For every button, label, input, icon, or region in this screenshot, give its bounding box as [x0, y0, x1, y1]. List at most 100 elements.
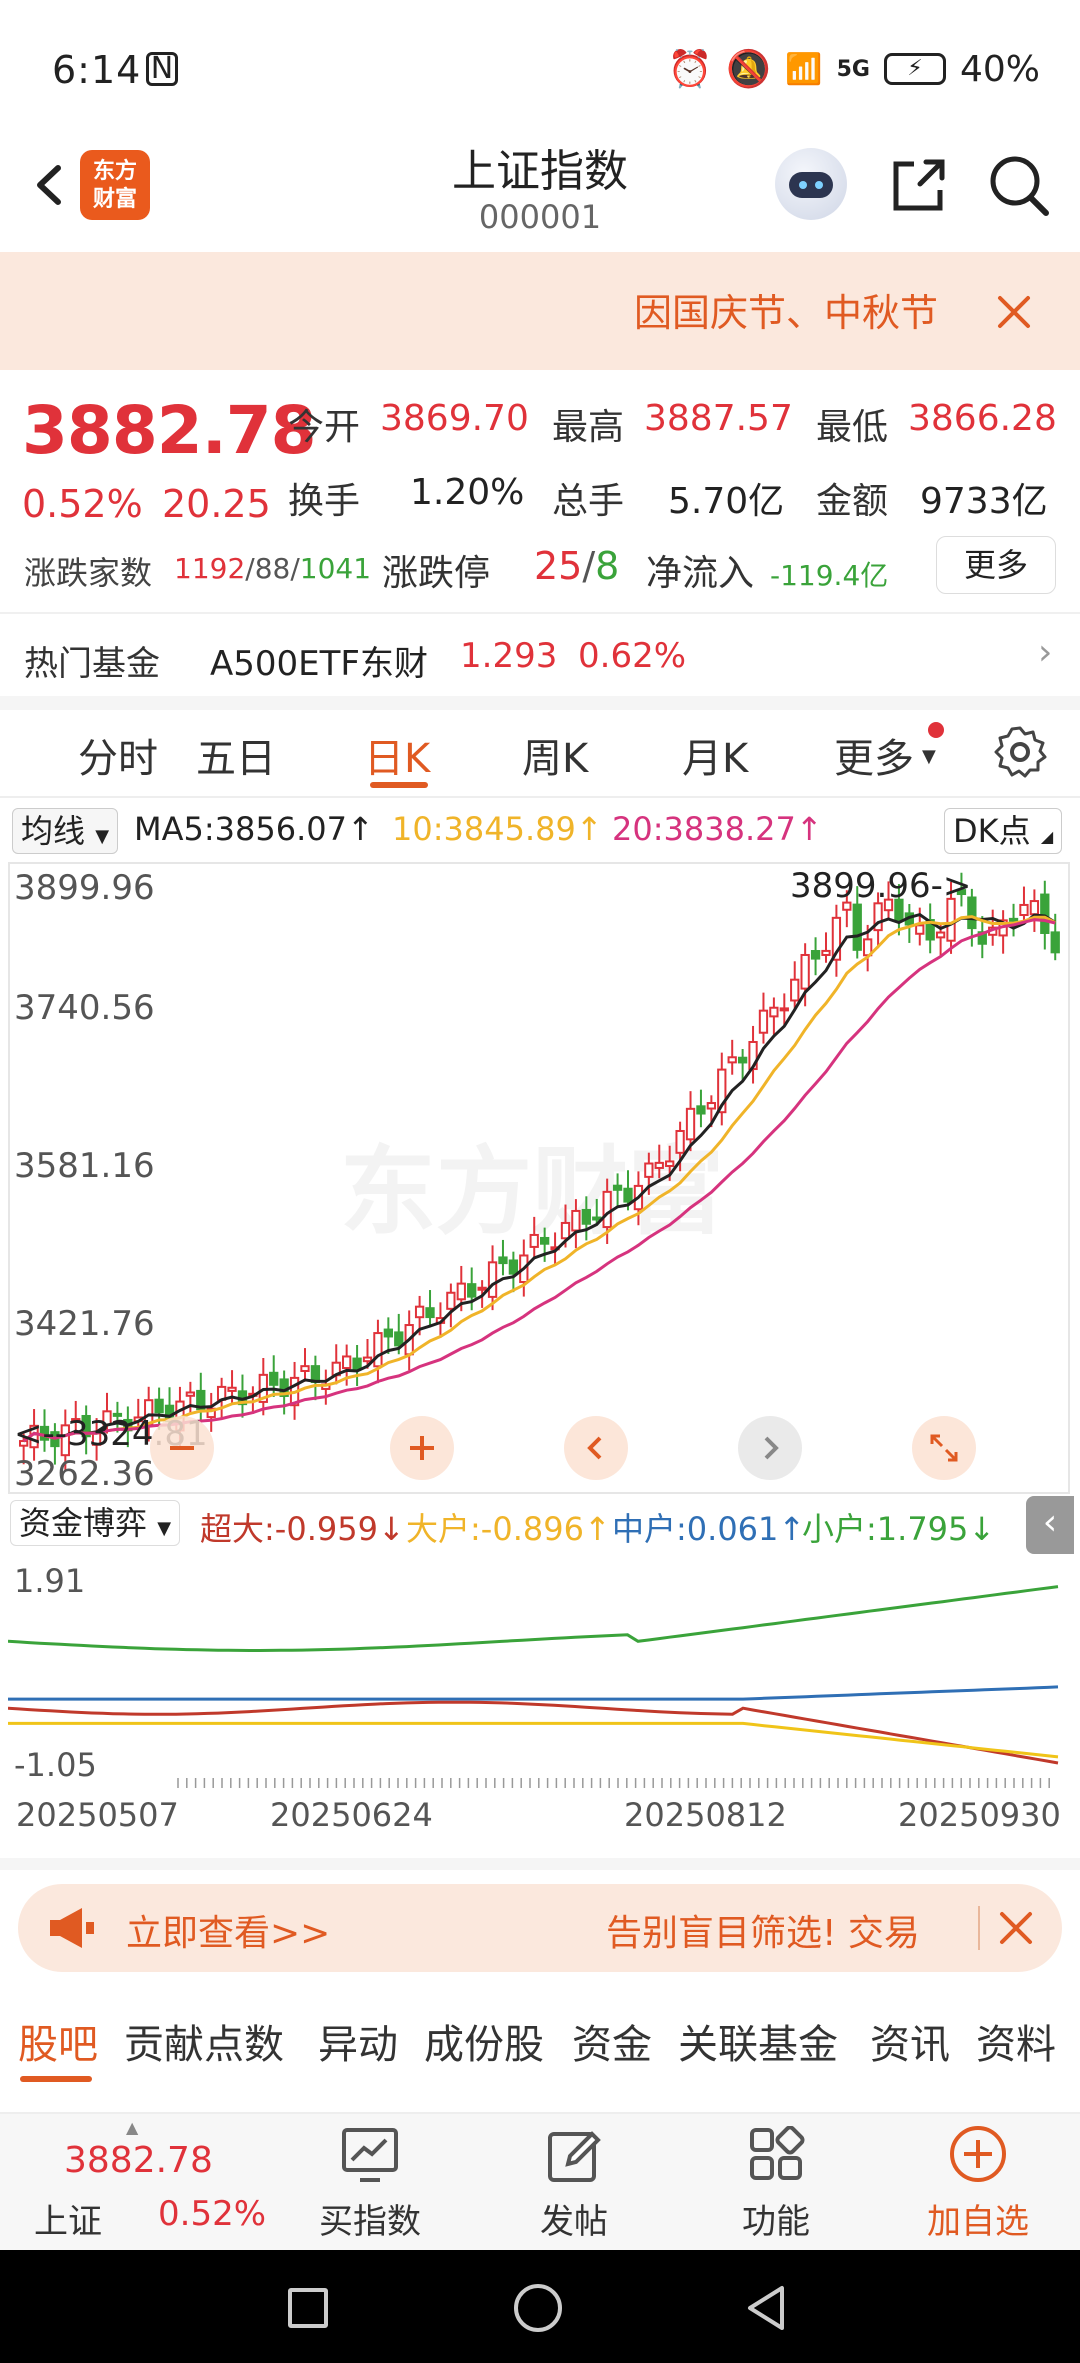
limit-label: 涨跌停 — [382, 553, 491, 594]
candle — [769, 1006, 779, 1018]
candle — [383, 1328, 393, 1338]
tab-guba[interactable]: 股吧 — [18, 2022, 98, 2068]
candle — [644, 1162, 654, 1178]
candle — [227, 1386, 237, 1392]
post-button[interactable]: 发帖 — [504, 2114, 644, 2252]
turnover-label: 换手 — [288, 481, 361, 522]
status-time: 6:14 — [52, 48, 142, 92]
high-value: 3887.57 — [644, 398, 793, 439]
recents-icon[interactable] — [288, 2288, 328, 2328]
limit-values: 25/8 — [534, 544, 620, 588]
y-label-3: 3581.16 — [14, 1146, 155, 1186]
add-watchlist-label: 加自选 — [927, 2202, 1029, 2242]
tab-weekly-k[interactable]: 周K — [522, 736, 589, 782]
more-button[interactable]: 更多 — [936, 536, 1056, 594]
high-marker: 3899.96-> — [790, 866, 972, 906]
ai-assistant-icon[interactable] — [775, 148, 847, 220]
chart-icon — [342, 2128, 398, 2182]
scroll-right-button[interactable] — [738, 1416, 802, 1480]
share-icon[interactable] — [884, 150, 954, 220]
tab-intraday[interactable]: 分时 — [78, 736, 158, 782]
ma-line — [22, 915, 1056, 1443]
amount-value: 9733亿 — [920, 481, 1048, 522]
flow-small-value: 小户:1.795↓ — [802, 1510, 996, 1548]
add-watchlist-button[interactable]: 加自选 — [908, 2114, 1048, 2252]
candle — [581, 1208, 591, 1225]
back-nav-icon[interactable] — [744, 2284, 788, 2336]
tab-daily-k[interactable]: 日K — [364, 736, 431, 782]
search-icon[interactable] — [984, 150, 1054, 220]
section-gap — [0, 696, 1080, 710]
candle — [842, 901, 852, 911]
zoom-out-button[interactable] — [150, 1416, 214, 1480]
close-icon[interactable] — [992, 290, 1036, 334]
flow-line-mid — [8, 1685, 1059, 1701]
promo-banner[interactable]: 立即查看>> 告别盲目筛选! 交易 — [18, 1884, 1062, 1972]
zoom-in-button[interactable] — [390, 1416, 454, 1480]
candle — [894, 898, 904, 922]
candle — [956, 889, 967, 896]
fullscreen-button[interactable] — [912, 1416, 976, 1480]
megaphone-icon — [46, 1906, 98, 1954]
open-value: 3869.70 — [380, 398, 529, 439]
buy-index-button[interactable]: 买指数 — [300, 2114, 440, 2252]
candle — [300, 1365, 310, 1372]
tab-movement[interactable]: 异动 — [318, 2022, 398, 2068]
tab-constituents[interactable]: 成份股 — [424, 2022, 544, 2068]
change-value: 20.25 — [162, 482, 271, 526]
open-label: 今开 — [288, 407, 361, 448]
tab-contribution[interactable]: 贡献点数 — [124, 2022, 284, 2068]
candle — [508, 1259, 519, 1275]
kline-chart[interactable]: 东方财富 3899.96 3740.56 3581.16 3421.76 326… — [8, 862, 1070, 1494]
candle — [696, 1105, 706, 1115]
close-icon[interactable] — [994, 1906, 1038, 1954]
page-title: 上证指数 — [452, 146, 628, 197]
flow-line-small — [8, 1585, 1059, 1652]
network-label: 5G — [836, 56, 870, 82]
candle — [800, 953, 810, 990]
candle — [852, 903, 862, 951]
capital-flow-chart[interactable]: 1.91 -1.05 — [8, 1556, 1070, 1796]
tab-capital[interactable]: 资金 — [572, 2022, 652, 2068]
ma-selector[interactable]: 均线 ▼ — [12, 808, 119, 854]
battery-icon: ⚡ — [883, 53, 946, 85]
settings-icon[interactable] — [992, 724, 1048, 784]
status-bar: 6:14 N ⏰ 🔕 📶 5G ⚡ 40% — [0, 0, 1080, 140]
candle — [394, 1331, 404, 1347]
index-quote-button[interactable]: ▲ 3882.78 上证 0.52% — [0, 2114, 290, 2252]
dk-point-button[interactable]: DK点 ◢ — [944, 808, 1063, 854]
flow-mid-value: 中户:0.061↑ — [612, 1510, 806, 1548]
nav-index-pct: 0.52% — [158, 2194, 267, 2234]
candle — [414, 1305, 425, 1319]
candle — [446, 1291, 456, 1310]
collapse-panel-button[interactable]: ‹ — [1026, 1496, 1074, 1554]
tab-related-funds[interactable]: 关联基金 — [678, 2022, 838, 2068]
app-logo: 东方财富 — [80, 150, 150, 220]
candle — [821, 949, 831, 956]
capital-flow-selector[interactable]: 资金博弈 ▼ — [10, 1500, 181, 1546]
tab-more[interactable]: 更多 — [834, 736, 914, 782]
tab-five-day[interactable]: 五日 — [196, 736, 276, 782]
hot-fund-row[interactable]: 热门基金 A500ETF东财 1.293 0.62% › — [0, 622, 1080, 692]
tab-profile[interactable]: 资料 — [976, 2022, 1056, 2068]
breadth-label: 涨跌家数 — [24, 554, 153, 592]
candle — [1050, 931, 1060, 954]
scroll-left-button[interactable] — [564, 1416, 628, 1480]
notice-banner[interactable]: 因国庆节、中秋节 — [0, 252, 1080, 370]
hot-fund-pct: 0.62% — [578, 636, 687, 676]
candle — [737, 1056, 748, 1064]
volume-label: 总手 — [552, 481, 625, 522]
function-button[interactable]: 功能 — [706, 2114, 846, 2252]
x-axis: 20250507 20250624 20250812 20250930 — [14, 1796, 1080, 1836]
candle — [685, 1107, 696, 1141]
ma5-value: MA5:3856.07↑ — [134, 810, 374, 848]
candle — [352, 1357, 362, 1371]
ma20-value: 20:3838.27↑ — [612, 810, 823, 848]
tab-monthly-k[interactable]: 月K — [682, 736, 749, 782]
y-label-top: 3899.96 — [14, 868, 155, 908]
home-icon[interactable] — [514, 2284, 562, 2332]
system-nav-bar — [0, 2250, 1080, 2363]
candle — [1040, 893, 1050, 934]
tab-news[interactable]: 资讯 — [870, 2022, 950, 2068]
back-button[interactable] — [20, 150, 80, 220]
